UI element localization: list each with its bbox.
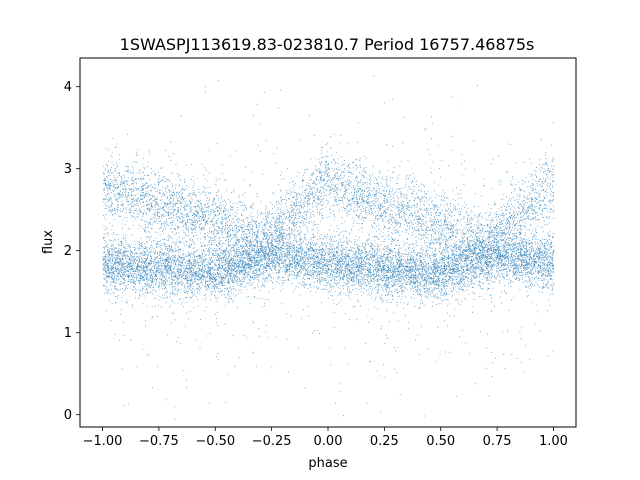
x-tick-label: −0.25 [252,434,292,449]
y-tick-label: 3 [64,162,72,177]
y-tick-label: 1 [64,326,72,341]
y-axis-ticks: 0 1 2 3 4 [64,80,80,423]
plot-frame [79,57,577,428]
x-tick-label: −0.50 [195,434,235,449]
x-tick-label: −0.75 [139,434,179,449]
y-tick-label: 2 [64,244,72,259]
x-tick-label: 0.25 [370,434,399,449]
x-tick-label: 0.00 [314,434,343,449]
scatter-points [102,75,555,420]
x-axis-label: phase [308,456,347,471]
x-axis-ticks: −1.00 −0.75 −0.50 −0.25 0.00 0.25 0.50 0.75 1.00 [83,427,568,449]
data-points [102,75,555,420]
x-tick-label: −1.00 [83,434,123,449]
y-tick-label: 0 [64,408,72,423]
y-axis-label: flux [41,230,56,254]
y-tick-label: 4 [64,80,72,95]
x-tick-label: 0.75 [483,434,512,449]
chart-title: 1SWASPJ113619.83-023810.7 Period 16757.4… [120,35,535,54]
x-tick-label: 0.50 [426,434,455,449]
x-tick-label: 1.00 [539,434,568,449]
